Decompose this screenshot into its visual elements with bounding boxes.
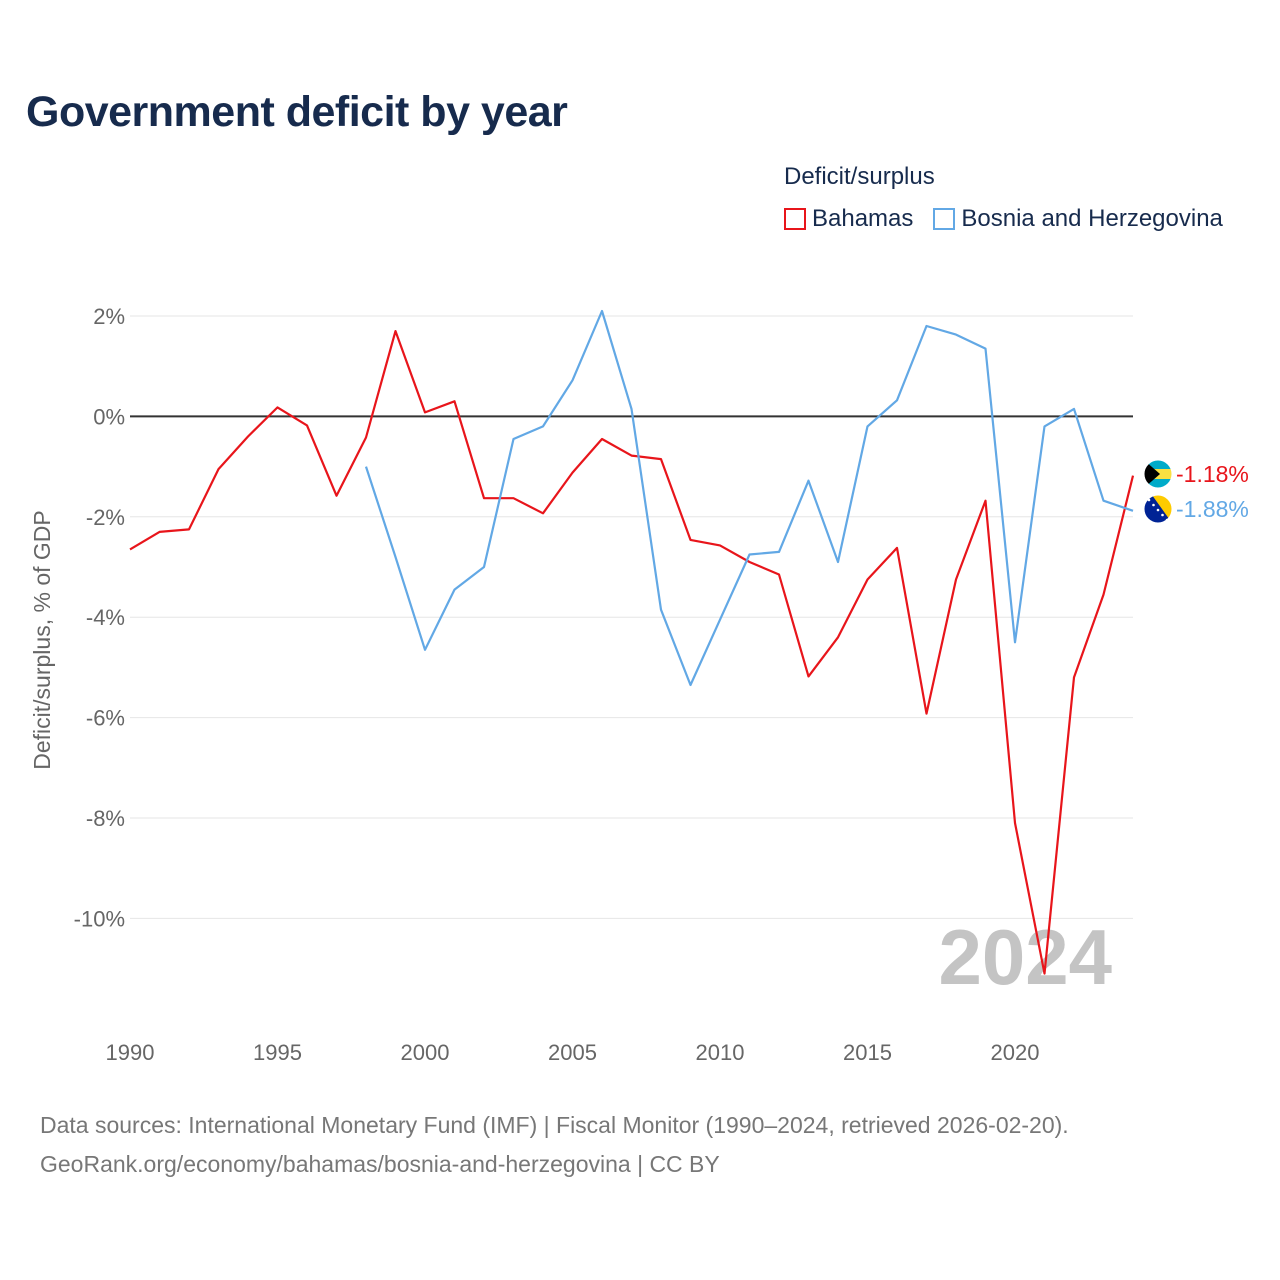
end-label-bosnia: -1.88% xyxy=(1176,496,1249,522)
flag-ring-bosnia xyxy=(1143,494,1173,524)
x-tick-label: 1990 xyxy=(106,1040,155,1065)
source-note: Data sources: International Monetary Fun… xyxy=(40,1106,1069,1184)
source-line-2[interactable]: GeoRank.org/economy/bahamas/bosnia-and-h… xyxy=(40,1151,720,1177)
y-tick-label: -6% xyxy=(86,706,125,731)
year-watermark: 2024 xyxy=(938,913,1112,1001)
end-label-bahamas: -1.18% xyxy=(1176,461,1249,487)
legend-label-bosnia: Bosnia and Herzegovina xyxy=(961,205,1223,232)
legend-swatch-bahamas xyxy=(784,208,806,230)
x-tick-label: 2020 xyxy=(991,1040,1040,1065)
source-line-1: Data sources: International Monetary Fun… xyxy=(40,1112,1069,1138)
legend-item-bahamas[interactable]: Bahamas xyxy=(784,205,913,233)
legend: Bahamas Bosnia and Herzegovina xyxy=(784,205,1223,233)
y-axis-title: Deficit/surplus, % of GDP xyxy=(29,510,55,769)
legend-swatch-bosnia xyxy=(933,208,956,230)
flag-ring-bahamas xyxy=(1143,459,1173,489)
legend-item-bosnia[interactable]: Bosnia and Herzegovina xyxy=(933,205,1223,233)
y-tick-label: 0% xyxy=(93,404,125,429)
flag-icon-bosnia xyxy=(1144,495,1172,523)
chart-title: Government deficit by year xyxy=(26,88,568,136)
series-line-bosnia xyxy=(364,309,1134,687)
y-tick-label: -10% xyxy=(74,906,125,931)
y-tick-label: -4% xyxy=(86,605,125,630)
x-tick-label: 1995 xyxy=(253,1040,302,1065)
line-chart: 2% 0% -2% -4% -6% -8% -10% 1990 1995 2000 2005 2010… xyxy=(29,304,1249,1065)
legend-label-bahamas: Bahamas xyxy=(812,205,914,232)
y-tick-label: -2% xyxy=(86,505,125,530)
x-tick-label: 2015 xyxy=(843,1040,892,1065)
y-tick-label: -8% xyxy=(86,806,125,831)
series-line-bahamas xyxy=(129,330,1135,975)
x-tick-label: 2005 xyxy=(548,1040,597,1065)
x-tick-label: 2010 xyxy=(696,1040,745,1065)
legend-title: Deficit/surplus xyxy=(784,163,935,190)
y-tick-label: 2% xyxy=(93,304,125,329)
x-tick-label: 2000 xyxy=(401,1040,450,1065)
flag-icon-bahamas xyxy=(1144,460,1172,488)
